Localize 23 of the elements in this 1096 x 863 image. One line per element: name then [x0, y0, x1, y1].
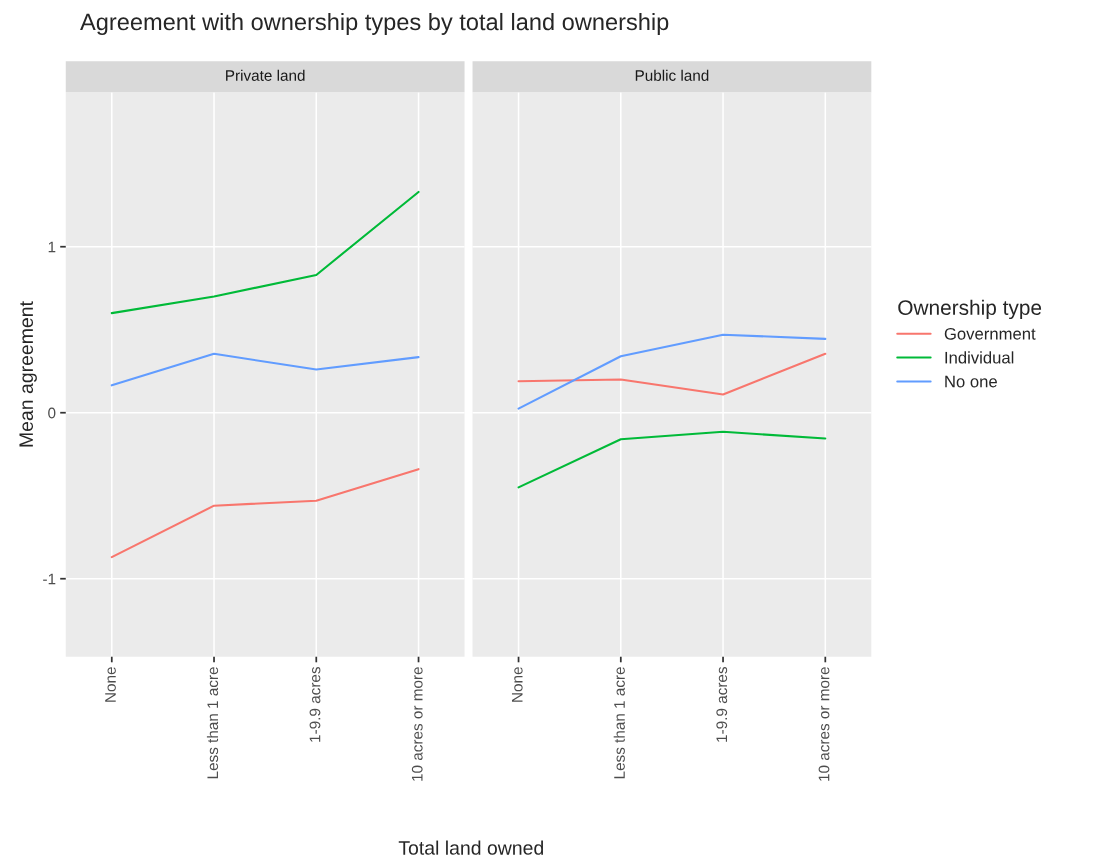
y-tick-label: 0 [48, 407, 56, 419]
x-axis-title: Total land owned [398, 840, 543, 855]
line-series [110, 190, 420, 315]
line-series [110, 352, 420, 387]
y-tick-label: 1 [48, 241, 56, 253]
x-tick-label: Less than 1 acre [613, 667, 625, 779]
legend-label: Individual [945, 351, 1014, 364]
chart-subtitle: Public land [635, 69, 709, 81]
x-tick-label: None [511, 667, 523, 702]
y-axis-title: Mean agreement [19, 301, 37, 447]
x-tick-label: 10 acres or more [818, 667, 830, 781]
legend-title: Ownership type [898, 299, 1042, 320]
x-tick-label: Less than 1 acre [206, 667, 219, 779]
y-tick-label: -1 [43, 573, 56, 585]
legend-label: Government [944, 327, 1036, 340]
legend-label: No one [945, 375, 997, 388]
x-tick-label: 1-9.9 acres [716, 667, 728, 742]
x-tick-label: 10 acres or more [411, 667, 423, 781]
x-tick-label: 1-9.9 acres [309, 667, 321, 742]
chart-title: Agreement with ownership types by total land ownership [80, 12, 669, 35]
chart-subtitle: Private land [226, 69, 305, 81]
x-tick-label: None [105, 667, 116, 702]
line-series [110, 468, 420, 559]
